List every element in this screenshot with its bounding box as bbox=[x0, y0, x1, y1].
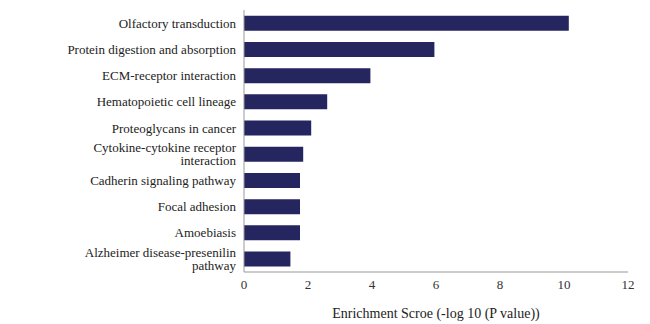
svg-text:Alzheimer disease-presenilinpa: Alzheimer disease-presenilinpathway bbox=[85, 245, 237, 273]
svg-text:Hematopoietic cell lineage: Hematopoietic cell lineage bbox=[97, 94, 237, 109]
svg-text:0: 0 bbox=[241, 277, 248, 292]
svg-text:Cadherin signaling pathway: Cadherin signaling pathway bbox=[90, 173, 236, 188]
svg-text:Amoebiasis: Amoebiasis bbox=[175, 225, 236, 240]
svg-text:Olfactory transduction: Olfactory transduction bbox=[119, 16, 237, 31]
svg-text:Focal adhesion: Focal adhesion bbox=[158, 199, 237, 214]
svg-text:Proteoglycans in cancer: Proteoglycans in cancer bbox=[112, 121, 237, 136]
svg-text:6: 6 bbox=[433, 277, 440, 292]
svg-text:10: 10 bbox=[558, 277, 571, 292]
svg-text:ECM-receptor interaction: ECM-receptor interaction bbox=[102, 68, 236, 83]
svg-text:Cytokine-cytokine receptorinte: Cytokine-cytokine receptorinteraction bbox=[93, 140, 236, 168]
svg-text:4: 4 bbox=[369, 277, 376, 292]
svg-text:Protein digestion and absorpti: Protein digestion and absorption bbox=[67, 42, 236, 57]
svg-text:12: 12 bbox=[622, 277, 635, 292]
svg-text:8: 8 bbox=[497, 277, 504, 292]
svg-text:Enrichment Scroe (-log 10 (P v: Enrichment Scroe (-log 10 (P value)) bbox=[332, 306, 540, 322]
svg-text:2: 2 bbox=[305, 277, 312, 292]
